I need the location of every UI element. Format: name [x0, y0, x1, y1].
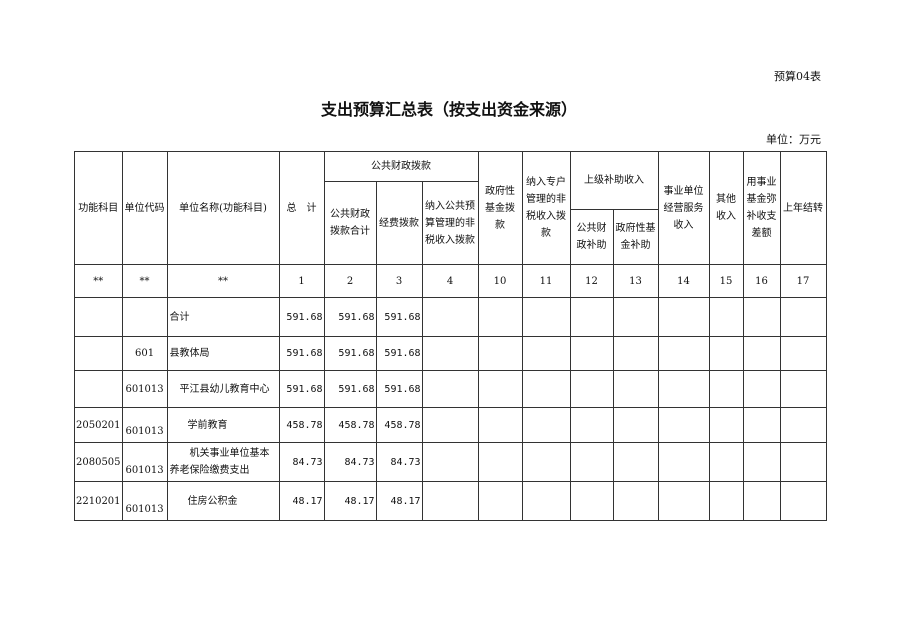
table-row: 601013 平江县幼儿教育中心 591.68 591.68 591.68 — [74, 370, 827, 408]
index-cell: 15 — [708, 264, 744, 298]
pf-total-cell: 591.68 — [323, 297, 377, 337]
table-row: 2210201 601013 住房公积金 48.17 48.17 48.17 — [74, 481, 827, 521]
expenditure-table: 功能科目 单位代码 单位名称(功能科目) 总 计 公共财政拨款 政府性基金拨款 … — [74, 151, 827, 521]
name-cell: 合计 — [166, 297, 280, 337]
header-total: 总 计 — [278, 151, 325, 265]
func-cell — [74, 370, 123, 408]
header-public-subsidy: 公共财政补助 — [569, 209, 614, 265]
pf-total-cell: 48.17 — [323, 481, 377, 521]
header-unit-code: 单位代码 — [121, 151, 168, 265]
code-cell: 601013 — [121, 442, 168, 482]
header-gov-fund-subsidy: 政府性基金补助 — [612, 209, 659, 265]
index-cell: 16 — [742, 264, 781, 298]
code-cell: 601013 — [121, 481, 168, 521]
func-cell: 2210201 — [74, 481, 123, 521]
funding-cell: 458.78 — [375, 407, 423, 443]
header-public-finance: 公共财政拨款 — [323, 151, 479, 182]
index-cell: 13 — [612, 264, 659, 298]
index-cell: 17 — [779, 264, 827, 298]
index-cell: 1 — [278, 264, 325, 298]
header-superior-subsidy: 上级补助收入 — [569, 151, 659, 210]
table-row: 合计 591.68 591.68 591.68 — [74, 297, 827, 337]
funding-cell: 48.17 — [375, 481, 423, 521]
total-cell: 84.73 — [278, 442, 325, 482]
total-cell: 591.68 — [278, 336, 325, 371]
total-cell: 48.17 — [278, 481, 325, 521]
funding-cell: 591.68 — [375, 336, 423, 371]
header-func-subject: 功能科目 — [74, 151, 123, 265]
index-cell: 4 — [421, 264, 479, 298]
header-carryover: 上年结转 — [779, 151, 827, 265]
code-cell: 601 — [121, 336, 168, 371]
funding-cell: 84.73 — [375, 442, 423, 482]
index-cell: 11 — [521, 264, 571, 298]
table-row: 601 县教体局 591.68 591.68 591.68 — [74, 336, 827, 371]
header-business-income: 事业单位经营服务收入 — [657, 151, 710, 265]
index-cell: 12 — [569, 264, 614, 298]
header-public-finance-total: 公共财政拨款合计 — [323, 181, 377, 265]
index-cell: ** — [166, 264, 280, 298]
header-unit-name: 单位名称(功能科目) — [166, 151, 280, 265]
func-cell — [74, 336, 123, 371]
index-cell: 2 — [323, 264, 377, 298]
table-row: 2050201 601013 学前教育 458.78 458.78 458.78 — [74, 407, 827, 443]
total-cell: 591.68 — [278, 297, 325, 337]
func-cell: 2050201 — [74, 407, 123, 443]
name-cell: 学前教育 — [166, 407, 280, 443]
index-cell: ** — [74, 264, 123, 298]
index-cell: 3 — [375, 264, 423, 298]
code-cell: 601013 — [121, 407, 168, 443]
header-fund-offset: 用事业基金弥补收支差额 — [742, 151, 781, 265]
name-cell: 机关事业单位基本养老保险缴费支出 — [166, 442, 280, 482]
code-cell: 601013 — [121, 370, 168, 408]
header-gov-fund: 政府性基金拨款 — [477, 151, 523, 265]
index-cell: 10 — [477, 264, 523, 298]
pf-total-cell: 591.68 — [323, 370, 377, 408]
func-cell — [74, 297, 123, 337]
total-cell: 458.78 — [278, 407, 325, 443]
unit-label: 单位：万元 — [766, 133, 821, 146]
header-funding: 经费拨款 — [375, 181, 423, 265]
index-row: ** ** ** 1 2 3 4 10 11 12 13 14 15 16 17 — [74, 264, 827, 298]
name-cell: 住房公积金 — [166, 481, 280, 521]
header-special-nontax: 纳入专户管理的非税收入拨款 — [521, 151, 571, 265]
page-title: 支出预算汇总表（按支出资金来源） — [320, 100, 577, 119]
total-cell: 591.68 — [278, 370, 325, 408]
header-nontax-budget: 纳入公共预算管理的非税收入拨款 — [421, 181, 479, 265]
header-other-income: 其他收入 — [708, 151, 744, 265]
pf-total-cell: 591.68 — [323, 336, 377, 371]
table-row: 2080505 601013 机关事业单位基本养老保险缴费支出 84.73 84… — [74, 442, 827, 482]
form-code: 预算04表 — [774, 70, 821, 83]
funding-cell: 591.68 — [375, 370, 423, 408]
index-cell: ** — [121, 264, 168, 298]
func-cell: 2080505 — [74, 442, 123, 482]
name-cell: 平江县幼儿教育中心 — [166, 370, 280, 408]
code-cell — [121, 297, 168, 337]
name-cell: 县教体局 — [166, 336, 280, 371]
pf-total-cell: 458.78 — [323, 407, 377, 443]
funding-cell: 591.68 — [375, 297, 423, 337]
pf-total-cell: 84.73 — [323, 442, 377, 482]
index-cell: 14 — [657, 264, 710, 298]
